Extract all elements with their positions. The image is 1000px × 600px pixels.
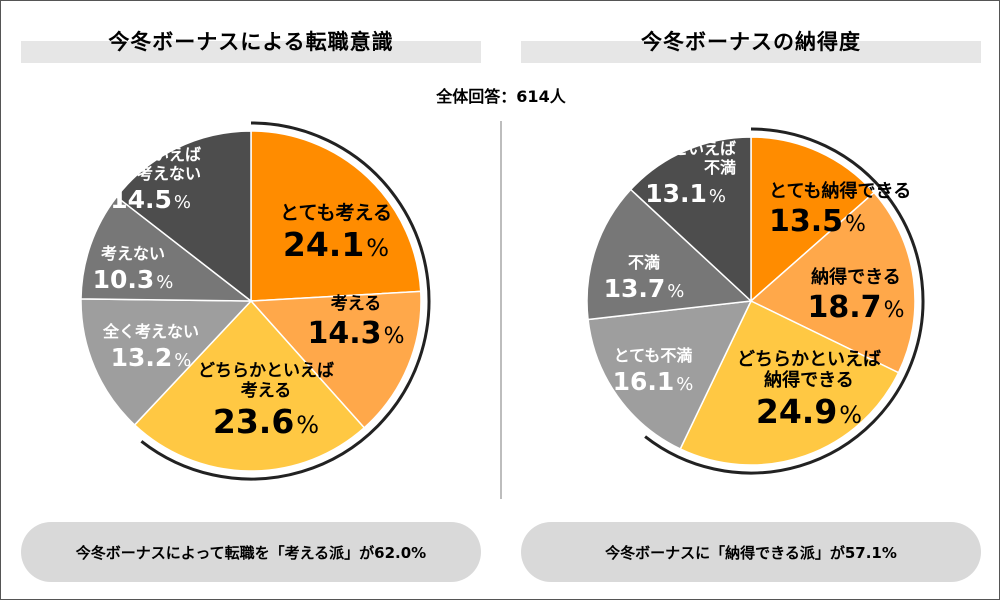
right-slice-label-1: 納得できる	[811, 266, 901, 288]
right-slice-label-4: 不満	[628, 253, 660, 272]
left-slice-label-3: 全く考えない	[102, 322, 199, 341]
left-slice-1	[249, 290, 422, 429]
right-slice-5	[629, 136, 752, 303]
left-slice-5	[115, 130, 252, 303]
left-slice-label-5: 考えない	[137, 164, 201, 183]
right-chart-title: 今冬ボーナスの納得度	[641, 30, 861, 54]
left-summary-pill: 今冬ボーナスによって転職を「考える派」が62.0%	[21, 522, 481, 582]
left-title-bar	[21, 41, 481, 63]
right-slice-label-3: とても不満	[614, 346, 693, 365]
right-outer-arc	[644, 127, 925, 475]
right-slice-label-5: どちらかといえば	[608, 139, 736, 158]
left-chart-title: 今冬ボーナスによる転職意識	[108, 30, 394, 54]
right-slice-label-0: とても納得できる	[769, 180, 911, 202]
right-slice-value-0: 13.5%	[769, 204, 866, 239]
right-slice-2	[679, 299, 900, 466]
right-slice-3	[587, 300, 753, 450]
left-slice-label-2: どちらかといえば	[198, 361, 334, 381]
left-slice-label-4: 考えない	[101, 244, 165, 263]
panel-divider	[500, 121, 502, 499]
left-slice-2	[133, 299, 366, 472]
right-title-bar	[521, 41, 981, 63]
right-slice-value-5: 13.1%	[645, 179, 726, 208]
right-slice-label-2: 納得できる	[764, 369, 854, 391]
left-slice-label-0: とても考える	[280, 202, 392, 224]
left-slice-value-0: 24.1%	[283, 225, 389, 264]
right-slice-1	[749, 191, 916, 374]
left-slice-value-5: 14.5%	[110, 185, 191, 214]
left-outer-arc	[140, 121, 431, 481]
left-slice-0	[250, 130, 422, 302]
right-summary-pill: 今冬ボーナスに「納得できる派」が57.1%	[521, 522, 981, 582]
right-slice-value-2: 24.9%	[756, 392, 862, 431]
right-slice-0	[750, 136, 876, 303]
right-slice-4	[586, 188, 753, 321]
left-pie: とても考える24.1%考える14.3%どちらかといえば考える23.6%全く考えな…	[73, 121, 431, 481]
right-slice-label-5: 不満	[704, 158, 736, 177]
right-slice-label-2: どちらかといえば	[737, 349, 881, 370]
right-pie: とても納得できる13.5%納得できる18.7%どちらかといえば納得できる24.9…	[586, 127, 925, 475]
left-slice-label-1: 考える	[330, 293, 382, 314]
left-slice-value-2: 23.6%	[213, 402, 319, 441]
left-slice-4	[80, 195, 254, 302]
right-slice-value-1: 18.7%	[808, 290, 905, 325]
left-slice-value-1: 14.3%	[308, 316, 405, 351]
left-slice-label-5: どちらかといえば	[73, 145, 201, 164]
left-slice-label-2: 考える	[240, 380, 292, 401]
respondent-count: 全体回答：614人	[436, 87, 566, 106]
right-slice-value-3: 16.1%	[613, 367, 694, 396]
left-slice-3	[80, 298, 253, 426]
left-slice-value-4: 10.3%	[93, 265, 174, 294]
right-slice-value-4: 13.7%	[604, 274, 685, 303]
left-slice-value-3: 13.2%	[111, 343, 192, 372]
